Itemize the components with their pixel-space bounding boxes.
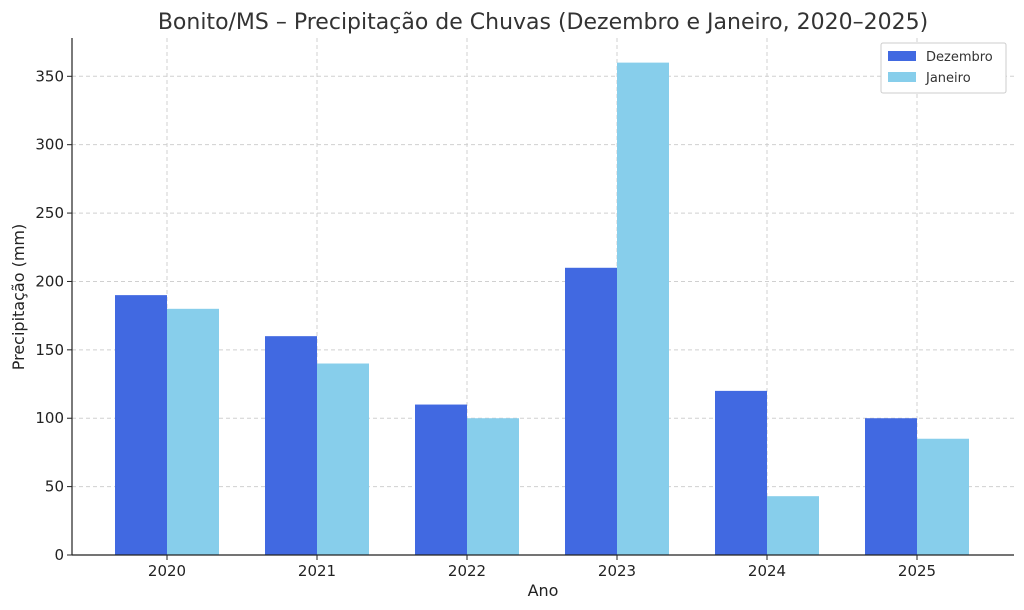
y-tick-label: 150 <box>35 341 64 359</box>
x-tick-label: 2025 <box>898 562 936 580</box>
legend-swatch-janeiro <box>888 72 916 82</box>
y-tick-label: 300 <box>35 136 64 154</box>
x-tick-label: 2020 <box>148 562 186 580</box>
legend-swatch-dezembro <box>888 51 916 61</box>
y-axis-label: Precipitação (mm) <box>9 224 28 371</box>
x-tick-label: 2022 <box>448 562 486 580</box>
bar-janeiro-2023 <box>617 62 669 555</box>
bar-dezembro-2024 <box>715 390 767 555</box>
x-tick-label: 2024 <box>748 562 786 580</box>
legend: Dezembro Janeiro <box>880 42 1007 94</box>
x-axis-ticks: 2020 2021 2022 2023 2024 2025 <box>148 555 936 580</box>
bar-janeiro-2022 <box>467 418 519 555</box>
x-axis-label: Ano <box>528 581 559 600</box>
y-tick-label: 0 <box>54 546 64 564</box>
y-tick-label: 250 <box>35 204 64 222</box>
bar-dezembro-2025 <box>865 418 917 555</box>
bar-dezembro-2023 <box>565 267 617 555</box>
bar-dezembro-2022 <box>415 404 467 555</box>
bar-dezembro-2021 <box>265 336 317 555</box>
y-tick-label: 200 <box>35 272 64 290</box>
legend-label-dezembro: Dezembro <box>926 50 993 65</box>
bar-janeiro-2021 <box>317 363 369 555</box>
y-axis-ticks: 0 50 100 150 200 250 300 350 <box>35 67 72 564</box>
bars <box>115 62 969 555</box>
y-tick-label: 50 <box>45 478 64 496</box>
bar-dezembro-2020 <box>115 295 167 555</box>
y-tick-label: 100 <box>35 409 64 427</box>
bar-janeiro-2020 <box>167 308 219 555</box>
chart-title: Bonito/MS – Precipitação de Chuvas (Deze… <box>158 10 928 35</box>
x-tick-label: 2021 <box>298 562 336 580</box>
y-tick-label: 350 <box>35 67 64 85</box>
bar-janeiro-2024 <box>767 496 819 555</box>
axes <box>71 38 1014 556</box>
bar-janeiro-2025 <box>917 438 969 555</box>
x-tick-label: 2023 <box>598 562 636 580</box>
legend-label-janeiro: Janeiro <box>925 71 971 86</box>
